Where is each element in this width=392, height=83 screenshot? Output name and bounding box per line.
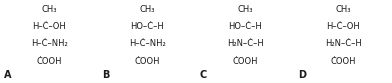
Text: H–Ċ–OH: H–Ċ–OH xyxy=(326,22,360,31)
Text: H₂N–Ċ–H: H₂N–Ċ–H xyxy=(227,39,263,48)
Text: H–Ċ–OH: H–Ċ–OH xyxy=(32,22,66,31)
Text: ĊOOH: ĊOOH xyxy=(36,57,62,66)
Text: A: A xyxy=(4,70,11,80)
Text: CH₃: CH₃ xyxy=(237,5,253,14)
Text: D: D xyxy=(298,70,306,80)
Text: ĊOOH: ĊOOH xyxy=(232,57,258,66)
Text: H₂N–Ċ–H: H₂N–Ċ–H xyxy=(325,39,361,48)
Text: HO–Ċ–H: HO–Ċ–H xyxy=(228,22,262,31)
Text: H–Ċ–NH₂: H–Ċ–NH₂ xyxy=(129,39,165,48)
Text: CH₃: CH₃ xyxy=(335,5,351,14)
Text: ĊOOH: ĊOOH xyxy=(134,57,160,66)
Text: H–Ċ–NH₂: H–Ċ–NH₂ xyxy=(31,39,67,48)
Text: CH₃: CH₃ xyxy=(139,5,155,14)
Text: B: B xyxy=(102,70,109,80)
Text: CH₃: CH₃ xyxy=(41,5,57,14)
Text: HO–Ċ–H: HO–Ċ–H xyxy=(130,22,164,31)
Text: ĊOOH: ĊOOH xyxy=(330,57,356,66)
Text: C: C xyxy=(200,70,207,80)
